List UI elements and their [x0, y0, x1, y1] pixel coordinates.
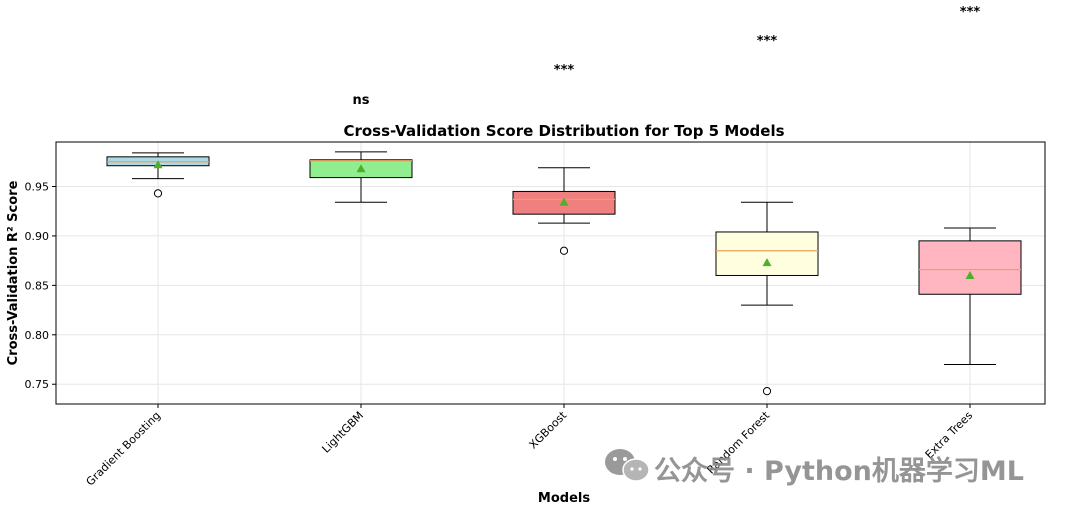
chart-title: Cross-Validation Score Distribution for … — [343, 122, 784, 140]
iqr-box — [918, 240, 1022, 295]
x-tick-label: Gradient Boosting — [84, 409, 164, 489]
watermark-text: 公众号 · Python机器学习ML — [654, 455, 1024, 487]
x-tick-label: XGBoost — [527, 408, 570, 451]
mean-marker — [153, 160, 163, 169]
x-tick-label: LightGBM — [319, 409, 366, 456]
mean-marker — [762, 258, 772, 267]
boxes — [106, 151, 1022, 396]
significance-labels: ns *** *** *** — [353, 5, 981, 108]
box-group — [918, 227, 1022, 365]
plot-area — [55, 141, 1046, 405]
outlier-point — [762, 387, 772, 396]
box-group — [715, 201, 819, 396]
significance-label: ns — [353, 93, 370, 108]
watermark: 公众号 · Python机器学习ML — [605, 449, 1024, 487]
grid — [56, 142, 1045, 404]
y-tick-label: 0.75 — [25, 378, 50, 391]
mean-marker — [356, 164, 366, 173]
y-tick-label: 0.90 — [25, 230, 50, 243]
y-tick-label: 0.85 — [25, 279, 50, 292]
y-axis-label: Cross-Validation R² Score — [6, 180, 21, 365]
mean-marker — [559, 197, 569, 206]
y-axis: 0.75 0.80 0.85 0.90 0.95 — [25, 180, 56, 391]
box-group — [512, 167, 616, 255]
x-tick-label: Extra Trees — [923, 409, 976, 462]
box-group — [309, 151, 413, 203]
wechat-icon — [605, 449, 650, 482]
significance-label: *** — [960, 5, 981, 20]
outlier-point — [559, 246, 569, 255]
iqr-box — [715, 231, 819, 276]
y-tick-label: 0.95 — [25, 180, 50, 193]
x-axis-label: Models — [538, 491, 590, 506]
significance-label: *** — [554, 63, 575, 78]
outlier-point — [153, 189, 163, 198]
box-group — [106, 152, 210, 198]
significance-label: *** — [757, 34, 778, 49]
y-tick-label: 0.80 — [25, 329, 50, 342]
mean-marker — [965, 270, 975, 279]
